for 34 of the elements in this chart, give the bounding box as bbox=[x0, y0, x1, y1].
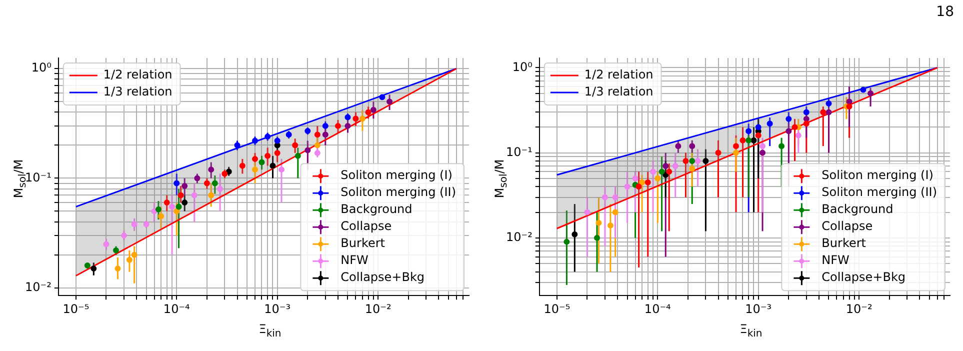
legend-label: NFW bbox=[822, 253, 850, 268]
legend-label: NFW bbox=[340, 253, 369, 268]
legend-label: 1/3 relation bbox=[103, 84, 172, 99]
legend-label: Collapse+Bkg bbox=[340, 270, 425, 284]
legend-label: Soliton merging (I) bbox=[822, 168, 934, 182]
x-tick-label: 10⁻⁵ bbox=[544, 302, 570, 316]
x-tick-label: 10⁻⁴ bbox=[644, 302, 672, 316]
x-tick-label: 10⁻² bbox=[364, 302, 392, 316]
legend-label: Soliton merging (I) bbox=[340, 168, 452, 182]
legend-label: Collapse bbox=[340, 219, 392, 234]
legend-label: Collapse+Bkg bbox=[822, 270, 906, 284]
legend-label: Burkert bbox=[340, 236, 386, 250]
x-axis-title: Ξ$_{kin}$ bbox=[258, 322, 282, 340]
legend-label: 1/3 relation bbox=[584, 84, 654, 99]
legend-label: Soliton merging (II) bbox=[822, 185, 938, 200]
legend-label: Collapse bbox=[822, 219, 873, 234]
y-tick-label: 10⁻² bbox=[506, 230, 533, 244]
legend-label: Burkert bbox=[822, 236, 866, 250]
y-tick-label: 10⁰ bbox=[512, 60, 533, 74]
legend-label: Background bbox=[340, 202, 412, 216]
legend-label: 1/2 relation bbox=[103, 68, 172, 82]
x-tick-label: 10⁻⁵ bbox=[62, 302, 90, 316]
x-tick-label: 10⁻² bbox=[846, 302, 872, 316]
x-axis-title: Ξ$_{kin}$ bbox=[738, 322, 764, 340]
legend-label: Soliton merging (II) bbox=[340, 185, 456, 200]
y-tick-label: 10⁰ bbox=[31, 60, 52, 75]
x-tick-label: 10⁻⁴ bbox=[163, 302, 190, 316]
text: 18 bbox=[936, 4, 954, 20]
legend-label: Background bbox=[822, 202, 894, 216]
x-tick-label: 10⁻³ bbox=[745, 302, 772, 316]
legend-label: 1/2 relation bbox=[584, 68, 654, 82]
x-tick-label: 10⁻³ bbox=[264, 302, 291, 316]
y-tick-label: 10⁻² bbox=[24, 280, 52, 294]
y-tick-label: 10⁻¹ bbox=[506, 144, 533, 159]
